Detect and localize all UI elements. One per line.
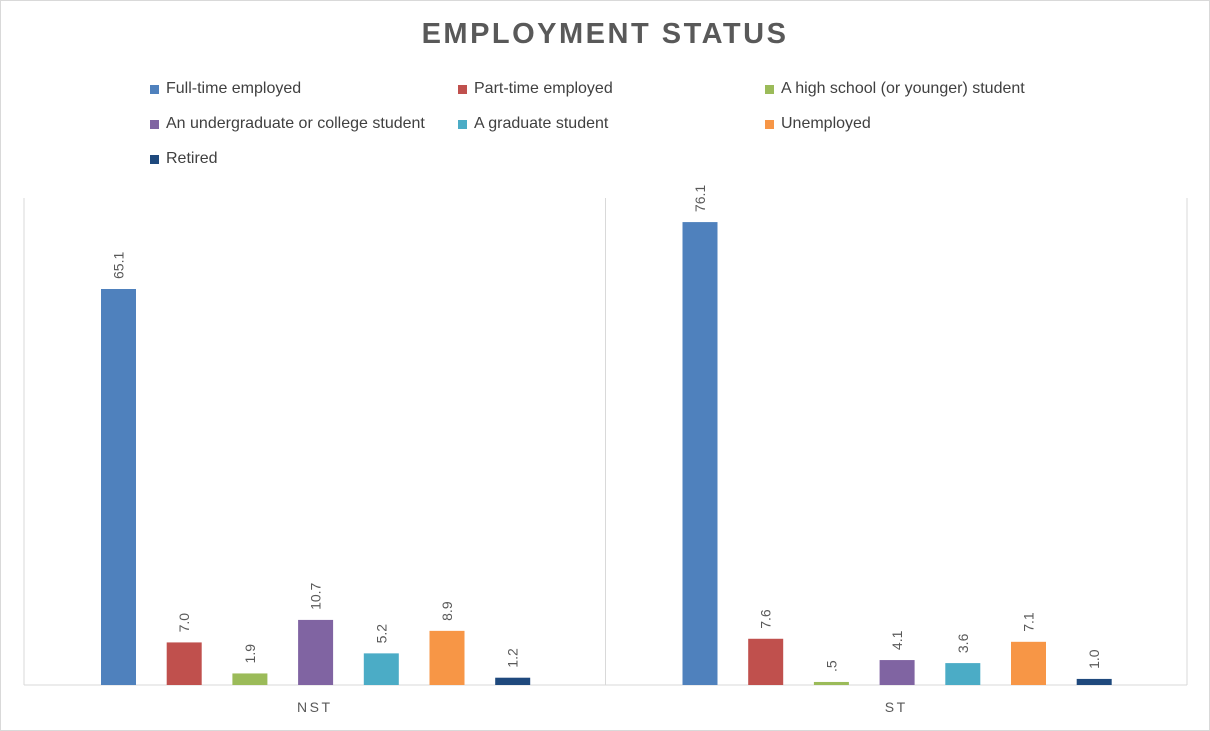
category-label: ST (885, 699, 908, 715)
bar (1076, 678, 1112, 685)
legend-swatch (150, 84, 159, 94)
legend-label: Full-time employed (166, 80, 302, 97)
category-label: NST (297, 699, 333, 715)
data-label: 1.0 (1086, 649, 1102, 669)
legend-label: Retired (166, 150, 218, 167)
legend-label: Part-time employed (474, 80, 613, 97)
bar (879, 660, 915, 685)
bar (748, 638, 784, 685)
bar (298, 619, 334, 685)
legend-item: A graduate student (458, 115, 608, 133)
bar (495, 677, 531, 685)
bar (363, 653, 399, 685)
bar (166, 642, 202, 685)
legend-label: A graduate student (474, 115, 609, 132)
legend-item: Retired (150, 150, 218, 168)
data-label: 7.1 (1021, 612, 1037, 632)
data-label: 1.9 (242, 644, 258, 664)
data-label: .5 (823, 660, 839, 672)
legend-swatch (765, 119, 774, 129)
data-label: 10.7 (308, 582, 324, 609)
legend-swatch (150, 154, 159, 164)
legend-item: Part-time employed (458, 80, 613, 98)
data-label: 7.6 (758, 609, 774, 629)
data-label: 8.9 (439, 601, 455, 621)
data-label: 4.1 (889, 630, 905, 650)
legend-swatch (150, 119, 159, 129)
legend-item: Full-time employed (150, 80, 301, 98)
bar (682, 222, 718, 685)
legend-label: A high school (or younger) student (781, 80, 1025, 97)
legend-swatch (458, 84, 467, 94)
data-label: 76.1 (692, 185, 708, 212)
data-label: 7.0 (176, 613, 192, 633)
legend-item: Unemployed (765, 115, 871, 133)
legend-label: An undergraduate or college student (166, 115, 425, 132)
legend-item: A high school (or younger) student (765, 80, 1025, 98)
bar (429, 630, 465, 685)
bar (1011, 641, 1046, 685)
data-label: 5.2 (373, 624, 389, 644)
bar (813, 681, 849, 685)
chart-title: EMPLOYMENT STATUS (421, 18, 789, 50)
data-label: 1.2 (505, 648, 521, 668)
legend-item: An undergraduate or college student (150, 115, 425, 133)
bar (101, 289, 136, 685)
bar (945, 663, 981, 685)
legend-swatch (765, 84, 774, 94)
data-label: 3.6 (955, 633, 971, 653)
bar (232, 673, 268, 685)
data-label: 65.1 (111, 252, 127, 279)
legend-label: Unemployed (781, 115, 871, 132)
legend-swatch (458, 119, 467, 129)
